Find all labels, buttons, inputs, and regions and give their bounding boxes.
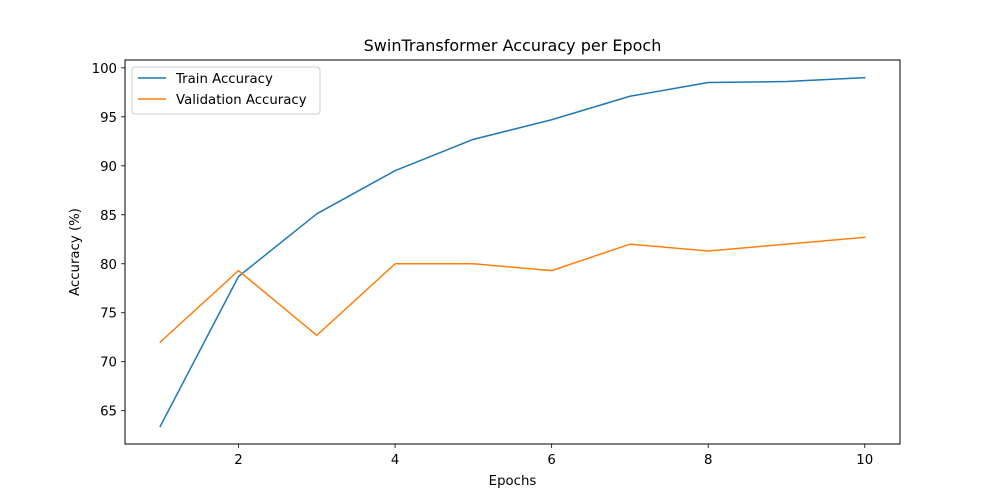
y-tick-label: 95 bbox=[100, 111, 117, 126]
x-tick-label: 6 bbox=[547, 453, 555, 468]
legend-label: Train Accuracy bbox=[175, 72, 273, 87]
y-tick-label: 75 bbox=[100, 307, 117, 322]
x-tick-label: 10 bbox=[856, 453, 873, 468]
series-line-validation bbox=[159, 236, 866, 344]
y-tick-label: 70 bbox=[100, 356, 117, 371]
legend-label: Validation Accuracy bbox=[176, 93, 307, 108]
legend-box bbox=[131, 66, 321, 115]
plot-layer bbox=[159, 76, 866, 428]
y-tick-label: 85 bbox=[100, 209, 117, 224]
x-axis: 2 4 6 8 10 bbox=[234, 444, 873, 468]
x-tick-label: 4 bbox=[391, 453, 399, 468]
plot-frame bbox=[124, 59, 901, 445]
y-axis: 65 70 75 80 85 90 95 100 bbox=[92, 62, 125, 420]
x-tick-label: 2 bbox=[234, 453, 242, 468]
y-tick-label: 100 bbox=[92, 62, 117, 77]
chart-title: SwinTransformer Accuracy per Epoch bbox=[364, 36, 662, 55]
x-tick-label: 8 bbox=[704, 453, 712, 468]
y-tick-label: 80 bbox=[100, 258, 117, 273]
series-line-train bbox=[159, 76, 866, 428]
y-tick-label: 65 bbox=[100, 405, 117, 420]
y-axis-label: Accuracy (%) bbox=[68, 208, 83, 296]
x-axis-label: Epochs bbox=[489, 474, 537, 489]
legend: Train Accuracy Validation Accuracy bbox=[131, 66, 321, 115]
y-tick-label: 90 bbox=[100, 160, 117, 175]
